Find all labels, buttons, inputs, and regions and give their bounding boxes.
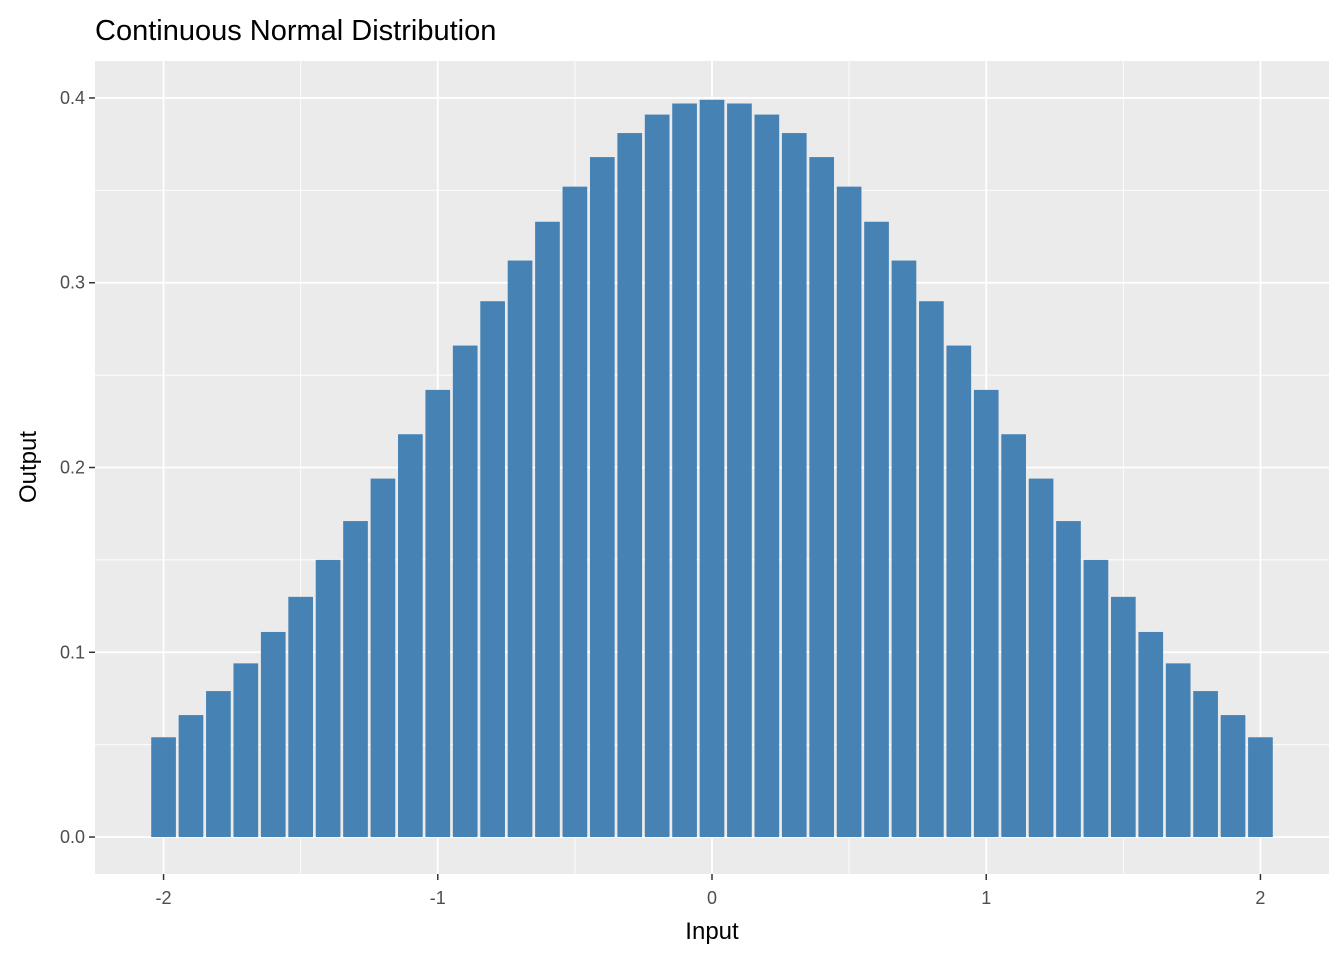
bar [919, 301, 944, 838]
bar [1056, 521, 1081, 838]
x-axis-title: Input [685, 918, 739, 945]
bar [973, 389, 999, 838]
bar [562, 186, 588, 838]
bar [672, 103, 697, 838]
bar [727, 103, 752, 838]
bar [644, 114, 670, 838]
bar [1083, 559, 1109, 838]
bar [1001, 434, 1026, 838]
bar [178, 715, 204, 838]
bar [699, 99, 725, 838]
x-tick-label: 0 [707, 888, 717, 908]
bar [1110, 596, 1136, 838]
bar [617, 133, 643, 838]
bar [754, 114, 780, 838]
bar [589, 157, 615, 838]
bar [398, 434, 423, 838]
bar [809, 157, 835, 838]
bar [260, 631, 286, 838]
bar [452, 345, 478, 838]
y-axis: 0.0 0.1 0.2 0.3 0.4 [60, 88, 95, 847]
bar [370, 478, 396, 838]
bar [315, 559, 341, 838]
bar [946, 345, 972, 838]
bar [1220, 715, 1246, 838]
bar [535, 221, 560, 838]
bar [1165, 663, 1191, 838]
bar [151, 737, 176, 838]
y-tick-label: 0.2 [60, 458, 85, 478]
y-tick-label: 0.4 [60, 88, 85, 108]
bar [864, 221, 889, 838]
bar [480, 301, 505, 838]
x-axis: -2 -1 0 1 2 [156, 874, 1265, 908]
chart-title: Continuous Normal Distribution [95, 15, 496, 47]
bar [781, 133, 807, 838]
bar [507, 260, 533, 838]
x-tick-label: 1 [981, 888, 991, 908]
x-tick-label: -1 [430, 888, 446, 908]
bar [343, 521, 368, 838]
bar [288, 596, 314, 838]
bar [1248, 737, 1273, 838]
bar [425, 389, 451, 838]
bar [891, 260, 917, 838]
y-tick-label: 0.0 [60, 827, 85, 847]
bar [836, 186, 862, 838]
bar [233, 663, 259, 838]
y-tick-label: 0.3 [60, 273, 85, 293]
bar [1193, 691, 1218, 838]
bar [1028, 478, 1054, 838]
y-axis-title: Output [15, 431, 42, 503]
bar [206, 691, 231, 838]
x-tick-label: 2 [1255, 888, 1265, 908]
bars-group [151, 99, 1273, 838]
y-tick-label: 0.1 [60, 642, 85, 662]
bar [1138, 631, 1164, 838]
x-tick-label: -2 [156, 888, 172, 908]
